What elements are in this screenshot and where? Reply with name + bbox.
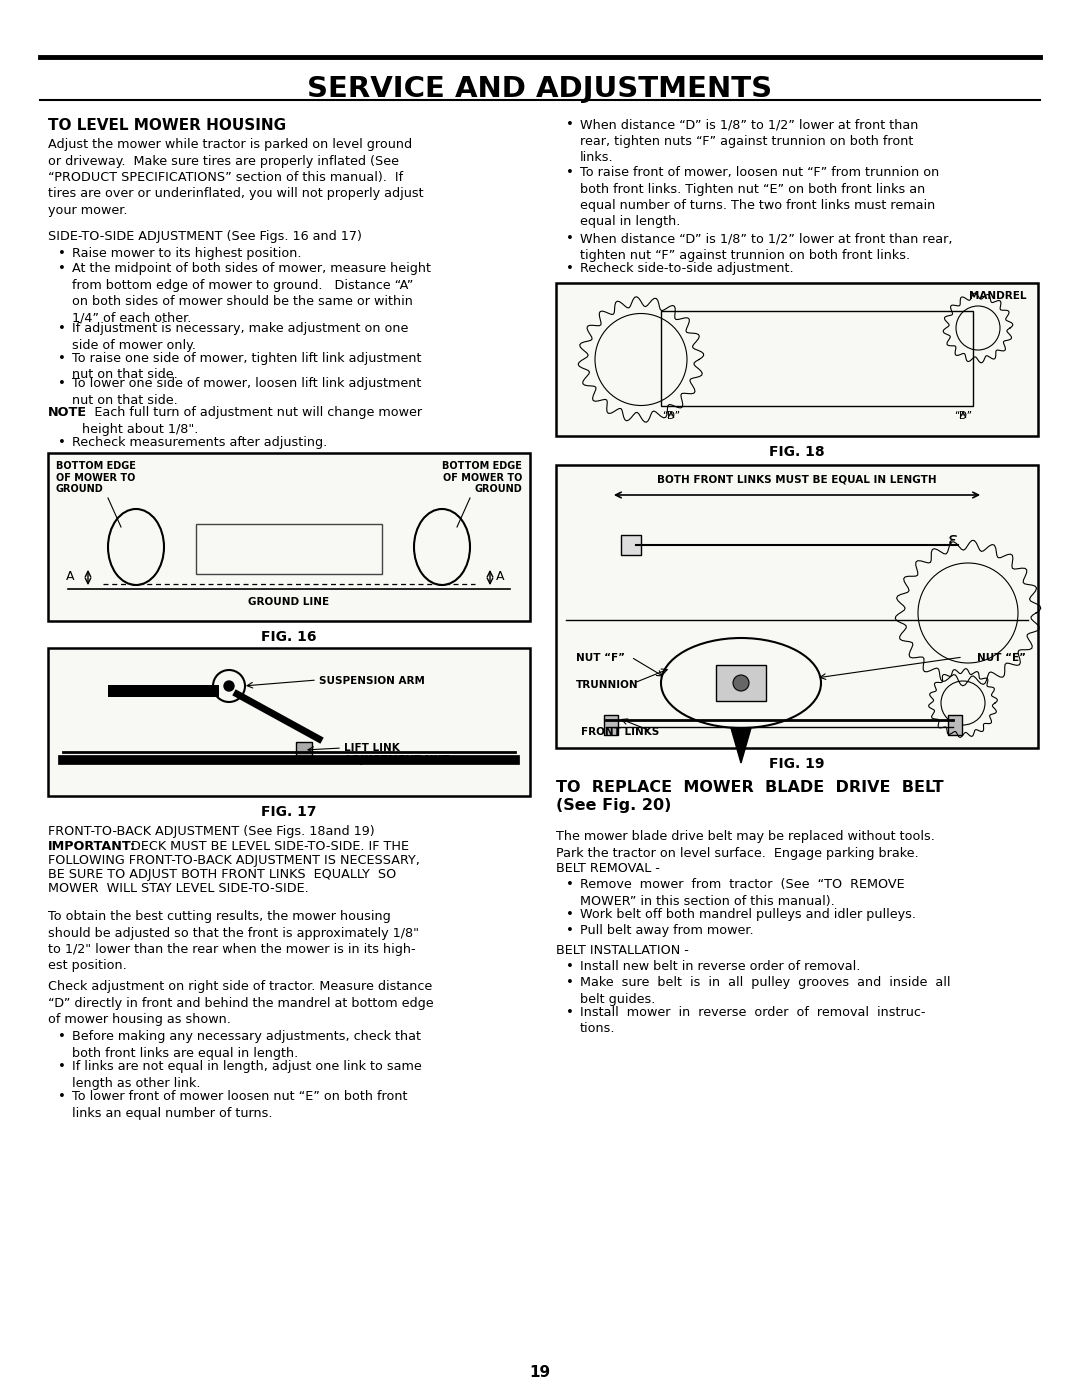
Text: •: • — [566, 977, 573, 989]
Text: •: • — [58, 377, 66, 390]
Text: (See Fig. 20): (See Fig. 20) — [556, 798, 672, 813]
Bar — [195, 524, 382, 574]
Text: •: • — [566, 232, 573, 244]
Text: •: • — [58, 247, 66, 260]
Polygon shape — [108, 685, 219, 697]
Bar — [716, 665, 766, 701]
Bar — [48, 648, 530, 796]
Text: SERVICE AND ADJUSTMENTS: SERVICE AND ADJUSTMENTS — [308, 75, 772, 103]
Text: FRONT LINKS: FRONT LINKS — [581, 726, 659, 738]
Text: TO  REPLACE  MOWER  BLADE  DRIVE  BELT: TO REPLACE MOWER BLADE DRIVE BELT — [556, 780, 944, 795]
Text: To raise one side of mower, tighten lift link adjustment
nut on that side.: To raise one side of mower, tighten lift… — [72, 352, 421, 381]
Text: Make  sure  belt  is  in  all  pulley  grooves  and  inside  all
belt guides.: Make sure belt is in all pulley grooves … — [580, 977, 950, 1006]
Text: FIG. 18: FIG. 18 — [769, 446, 825, 460]
Text: BOTH FRONT LINKS MUST BE EQUAL IN LENGTH: BOTH FRONT LINKS MUST BE EQUAL IN LENGTH — [658, 475, 936, 485]
Circle shape — [224, 680, 234, 692]
Text: NUT “E”: NUT “E” — [977, 652, 1026, 664]
Text: NOTE: NOTE — [48, 407, 87, 419]
Bar — [48, 453, 530, 622]
Text: •: • — [58, 436, 66, 448]
Text: IMPORTANT:: IMPORTANT: — [48, 840, 136, 854]
Bar — [621, 535, 642, 555]
Text: •: • — [58, 321, 66, 335]
Text: SIDE-TO-SIDE ADJUSTMENT (See Figs. 16 and 17): SIDE-TO-SIDE ADJUSTMENT (See Figs. 16 an… — [48, 231, 362, 243]
Circle shape — [733, 675, 750, 692]
Text: To raise front of mower, loosen nut “F” from trunnion on
both front links. Tight: To raise front of mower, loosen nut “F” … — [580, 166, 940, 229]
Bar — [556, 284, 1038, 436]
Text: Work belt off both mandrel pulleys and idler pulleys.: Work belt off both mandrel pulleys and i… — [580, 908, 916, 921]
Text: •: • — [58, 263, 66, 275]
Bar — [604, 715, 618, 735]
Text: FOLLOWING FRONT-TO-BACK ADJUSTMENT IS NECESSARY,: FOLLOWING FRONT-TO-BACK ADJUSTMENT IS NE… — [48, 854, 420, 868]
Text: “D”: “D” — [954, 411, 972, 420]
Text: Raise mower to its highest position.: Raise mower to its highest position. — [72, 247, 301, 260]
Text: FIG. 19: FIG. 19 — [769, 757, 825, 771]
Text: At the midpoint of both sides of mower, measure height
from bottom edge of mower: At the midpoint of both sides of mower, … — [72, 263, 431, 324]
Text: •: • — [566, 166, 573, 179]
Bar — [556, 465, 1038, 747]
Text: TRUNNION: TRUNNION — [576, 680, 638, 690]
Text: Check adjustment on right side of tractor. Measure distance
“D” directly in fron: Check adjustment on right side of tracto… — [48, 981, 434, 1025]
Text: •: • — [566, 117, 573, 131]
Text: TO LEVEL MOWER HOUSING: TO LEVEL MOWER HOUSING — [48, 117, 286, 133]
Text: To obtain the best cutting results, the mower housing
should be adjusted so that: To obtain the best cutting results, the … — [48, 909, 419, 972]
Text: FIG. 17: FIG. 17 — [261, 805, 316, 819]
Text: Pull belt away from mower.: Pull belt away from mower. — [580, 923, 754, 937]
Text: FRONT-TO-BACK ADJUSTMENT (See Figs. 18and 19): FRONT-TO-BACK ADJUSTMENT (See Figs. 18an… — [48, 826, 375, 838]
Text: •: • — [566, 960, 573, 972]
Text: If links are not equal in length, adjust one link to same
length as other link.: If links are not equal in length, adjust… — [72, 1060, 422, 1090]
Text: The mower blade drive belt may be replaced without tools.
Park the tractor on le: The mower blade drive belt may be replac… — [556, 830, 935, 859]
Text: •: • — [566, 1006, 573, 1018]
Text: Install new belt in reverse order of removal.: Install new belt in reverse order of rem… — [580, 960, 861, 972]
Text: BELT REMOVAL -: BELT REMOVAL - — [556, 862, 660, 875]
Text: When distance “D” is 1/8” to 1/2” lower at front than rear,
tighten nut “F” agai: When distance “D” is 1/8” to 1/2” lower … — [580, 232, 953, 261]
Text: BOTTOM EDGE
OF MOWER TO
GROUND: BOTTOM EDGE OF MOWER TO GROUND — [442, 461, 522, 495]
Bar — [948, 715, 962, 735]
Text: •: • — [566, 263, 573, 275]
Text: MOWER  WILL STAY LEVEL SIDE-TO-SIDE.: MOWER WILL STAY LEVEL SIDE-TO-SIDE. — [48, 882, 309, 895]
Text: SUSPENSION ARM: SUSPENSION ARM — [319, 676, 424, 686]
Text: •: • — [58, 1060, 66, 1073]
Text: •: • — [566, 877, 573, 891]
Polygon shape — [731, 728, 751, 763]
Text: Remove  mower  from  tractor  (See  “TO  REMOVE
MOWER” in this section of this m: Remove mower from tractor (See “TO REMOV… — [580, 877, 905, 908]
Text: ε: ε — [948, 531, 958, 549]
Text: •: • — [566, 923, 573, 937]
Text: •: • — [566, 908, 573, 921]
Text: To lower front of mower loosen nut “E” on both front
links an equal number of tu: To lower front of mower loosen nut “E” o… — [72, 1090, 407, 1119]
Text: When distance “D” is 1/8” to 1/2” lower at front than
rear, tighten nuts “F” aga: When distance “D” is 1/8” to 1/2” lower … — [580, 117, 918, 163]
Text: NUT “F”: NUT “F” — [576, 652, 625, 664]
Text: FIG. 16: FIG. 16 — [261, 630, 316, 644]
Text: A: A — [66, 570, 75, 584]
Text: “D”: “D” — [662, 411, 680, 420]
Text: GROUND LINE: GROUND LINE — [248, 597, 329, 608]
Text: To lower one side of mower, loosen lift link adjustment
nut on that side.: To lower one side of mower, loosen lift … — [72, 377, 421, 407]
Text: BE SURE TO ADJUST BOTH FRONT LINKS  EQUALLY  SO: BE SURE TO ADJUST BOTH FRONT LINKS EQUAL… — [48, 868, 396, 882]
Text: If adjustment is necessary, make adjustment on one
side of mower only.: If adjustment is necessary, make adjustm… — [72, 321, 408, 352]
Text: 19: 19 — [529, 1365, 551, 1380]
Text: •: • — [58, 1090, 66, 1104]
Text: LIFT LINK
ADJUSTMENT NUT: LIFT LINK ADJUSTMENT NUT — [345, 743, 449, 764]
Text: •: • — [58, 1030, 66, 1044]
Text: Recheck measurements after adjusting.: Recheck measurements after adjusting. — [72, 436, 327, 448]
Text: Adjust the mower while tractor is parked on level ground
or driveway.  Make sure: Adjust the mower while tractor is parked… — [48, 138, 423, 217]
Text: MANDREL: MANDREL — [969, 291, 1026, 300]
Text: BOTTOM EDGE
OF MOWER TO
GROUND: BOTTOM EDGE OF MOWER TO GROUND — [56, 461, 136, 495]
Text: :  Each full turn of adjustment nut will change mower
height about 1/8".: : Each full turn of adjustment nut will … — [82, 407, 422, 436]
Text: DECK MUST BE LEVEL SIDE-TO-SIDE. IF THE: DECK MUST BE LEVEL SIDE-TO-SIDE. IF THE — [123, 840, 409, 854]
Text: BELT INSTALLATION -: BELT INSTALLATION - — [556, 944, 689, 957]
Text: Install  mower  in  reverse  order  of  removal  instruc-
tions.: Install mower in reverse order of remova… — [580, 1006, 926, 1035]
Text: A: A — [496, 570, 504, 584]
Bar — [661, 312, 973, 407]
Text: •: • — [58, 352, 66, 365]
Text: Before making any necessary adjustments, check that
both front links are equal i: Before making any necessary adjustments,… — [72, 1030, 421, 1059]
Text: Recheck side-to-side adjustment.: Recheck side-to-side adjustment. — [580, 263, 794, 275]
Bar — [296, 742, 312, 761]
